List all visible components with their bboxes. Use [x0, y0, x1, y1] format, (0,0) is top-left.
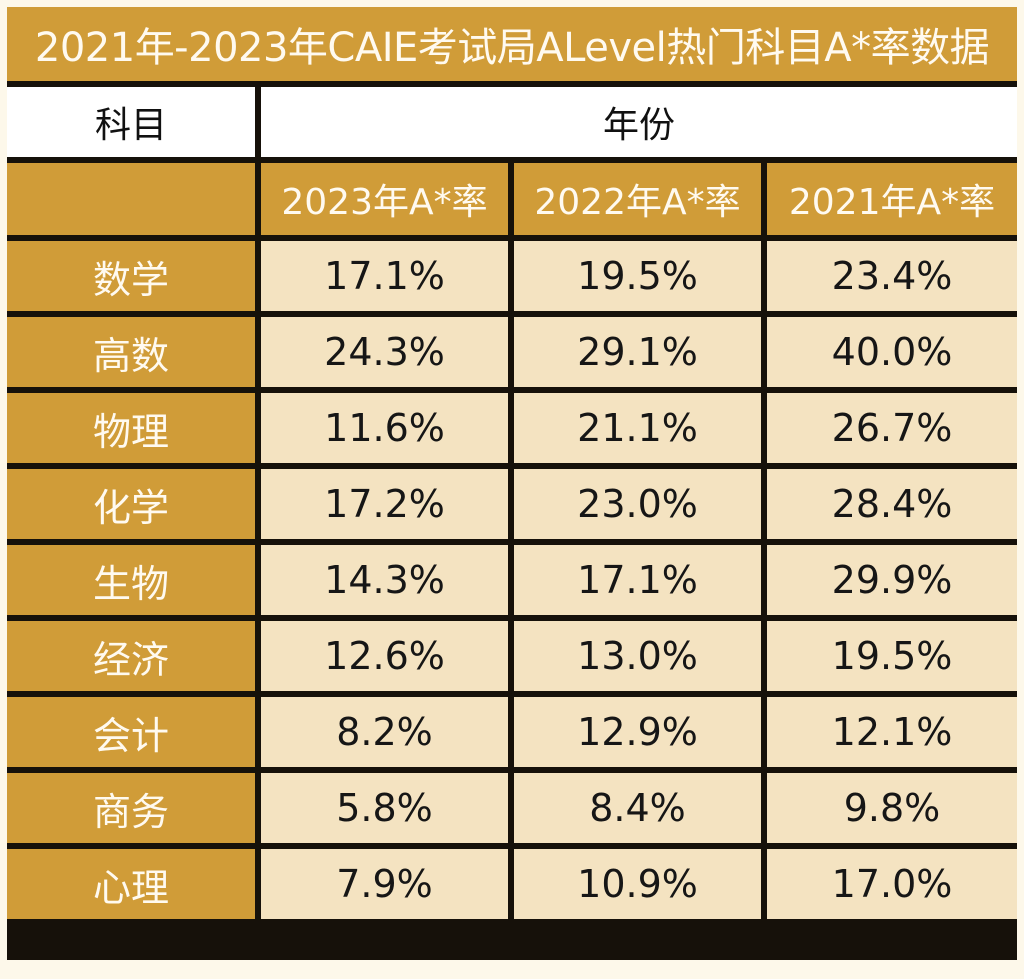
- table-cell: 23.0%: [514, 469, 761, 539]
- subject-header-blank: [7, 163, 255, 235]
- row-subject: 会计: [7, 697, 255, 767]
- table-cell: 28.4%: [767, 469, 1017, 539]
- column-header-2023: 2023年A*率: [261, 163, 508, 235]
- table-cell: 17.1%: [261, 241, 508, 311]
- table-cell: 17.0%: [767, 849, 1017, 919]
- table-cell: 8.4%: [514, 773, 761, 843]
- table-cell: 7.9%: [261, 849, 508, 919]
- table-cell: 14.3%: [261, 545, 508, 615]
- table-cell: 10.9%: [514, 849, 761, 919]
- year-header: 年份: [261, 87, 1017, 157]
- row-subject: 数学: [7, 241, 255, 311]
- table-cell: 5.8%: [261, 773, 508, 843]
- row-subject: 商务: [7, 773, 255, 843]
- table-cell: 40.0%: [767, 317, 1017, 387]
- column-header-2022: 2022年A*率: [514, 163, 761, 235]
- row-subject: 生物: [7, 545, 255, 615]
- table-cell: 24.3%: [261, 317, 508, 387]
- table-cell: 13.0%: [514, 621, 761, 691]
- row-subject: 高数: [7, 317, 255, 387]
- table-cell: 21.1%: [514, 393, 761, 463]
- column-header-2021: 2021年A*率: [767, 163, 1017, 235]
- data-table: 2021年-2023年CAIE考试局ALevel热门科目A*率数据 科目 年份 …: [7, 7, 1017, 960]
- table-cell: 17.2%: [261, 469, 508, 539]
- table-cell: 8.2%: [261, 697, 508, 767]
- subject-header: 科目: [7, 87, 255, 157]
- table-cell: 12.1%: [767, 697, 1017, 767]
- row-subject: 经济: [7, 621, 255, 691]
- table-cell: 29.9%: [767, 545, 1017, 615]
- table-cell: 19.5%: [514, 241, 761, 311]
- table-cell: 12.9%: [514, 697, 761, 767]
- table-cell: 12.6%: [261, 621, 508, 691]
- table-cell: 26.7%: [767, 393, 1017, 463]
- row-subject: 心理: [7, 849, 255, 919]
- table-cell: 11.6%: [261, 393, 508, 463]
- table-cell: 17.1%: [514, 545, 761, 615]
- table-cell: 23.4%: [767, 241, 1017, 311]
- table-cell: 19.5%: [767, 621, 1017, 691]
- table-title: 2021年-2023年CAIE考试局ALevel热门科目A*率数据: [7, 7, 1017, 81]
- row-subject: 化学: [7, 469, 255, 539]
- table-cell: 29.1%: [514, 317, 761, 387]
- row-subject: 物理: [7, 393, 255, 463]
- table-cell: 9.8%: [767, 773, 1017, 843]
